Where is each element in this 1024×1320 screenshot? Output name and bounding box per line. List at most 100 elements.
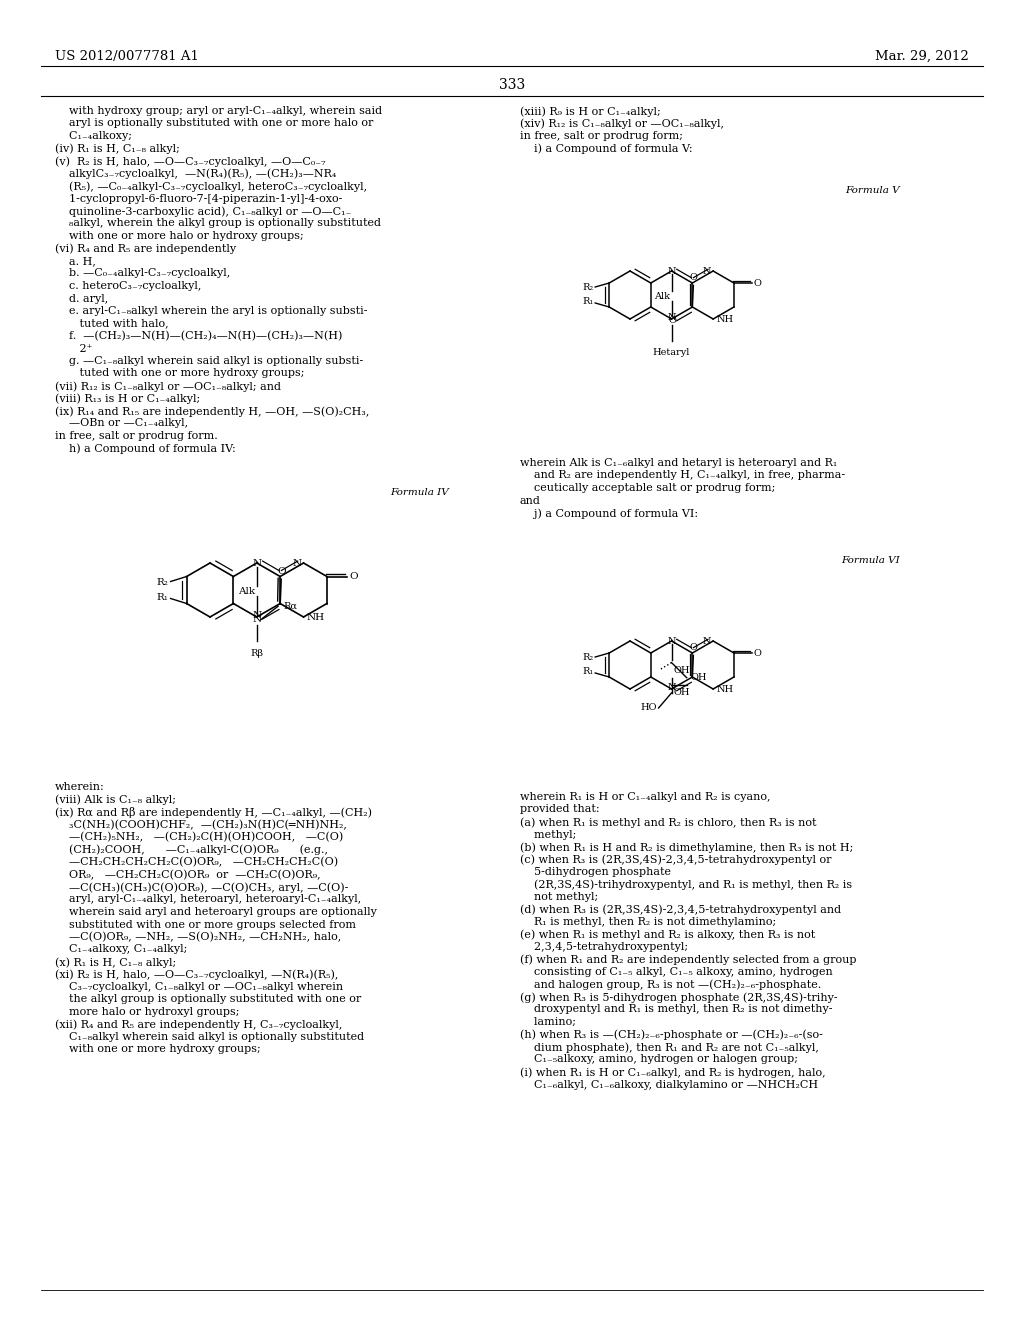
Text: (f) when R₁ and R₂ are independently selected from a group: (f) when R₁ and R₂ are independently sel…	[520, 954, 856, 965]
Text: more halo or hydroxyl groups;: more halo or hydroxyl groups;	[55, 1007, 240, 1016]
Text: N: N	[668, 314, 676, 322]
Text: (v)  R₂ is H, halo, —O—C₃₋₇cycloalkyl, —O—C₀₋₇: (v) R₂ is H, halo, —O—C₃₋₇cycloalkyl, —O…	[55, 156, 326, 166]
Text: 333: 333	[499, 78, 525, 92]
Text: (g) when R₃ is 5-dihydrogen phosphate (2R,3S,4S)-trihy-: (g) when R₃ is 5-dihydrogen phosphate (2…	[520, 993, 838, 1003]
Text: (vii) R₁₂ is C₁₋₈alkyl or —OC₁₋₈alkyl; and: (vii) R₁₂ is C₁₋₈alkyl or —OC₁₋₈alkyl; a…	[55, 381, 281, 392]
Text: N: N	[252, 558, 261, 568]
Text: in free, salt or prodrug form.: in free, salt or prodrug form.	[55, 432, 218, 441]
Text: (xiv) R₁₂ is C₁₋₈alkyl or —OC₁₋₈alkyl,: (xiv) R₁₂ is C₁₋₈alkyl or —OC₁₋₈alkyl,	[520, 119, 724, 129]
Text: O: O	[754, 279, 762, 288]
Text: g. —C₁₋₈alkyl wherein said alkyl is optionally substi-: g. —C₁₋₈alkyl wherein said alkyl is opti…	[55, 356, 364, 366]
Text: O: O	[278, 568, 287, 577]
Text: (x) R₁ is H, C₁₋₈ alkyl;: (x) R₁ is H, C₁₋₈ alkyl;	[55, 957, 176, 968]
Text: 2,3,4,5-tetrahydroxypentyl;: 2,3,4,5-tetrahydroxypentyl;	[520, 942, 688, 952]
Text: C₁₋₅alkoxy, amino, hydrogen or halogen group;: C₁₋₅alkoxy, amino, hydrogen or halogen g…	[520, 1055, 798, 1064]
Text: ₈alkyl, wherein the alkyl group is optionally substituted: ₈alkyl, wherein the alkyl group is optio…	[55, 219, 381, 228]
Text: ₃C(NH₂)(COOH)CHF₂,  —(CH₂)₃N(H)C(═NH)NH₂,: ₃C(NH₂)(COOH)CHF₂, —(CH₂)₃N(H)C(═NH)NH₂,	[55, 820, 347, 830]
Text: (ix) R₁₄ and R₁₅ are independently H, —OH, —S(O)₂CH₃,: (ix) R₁₄ and R₁₅ are independently H, —O…	[55, 407, 370, 417]
Text: lamino;: lamino;	[520, 1016, 575, 1027]
Text: R₂: R₂	[157, 578, 169, 587]
Text: Hetaryl: Hetaryl	[653, 348, 690, 358]
Text: e. aryl-C₁₋₈alkyl wherein the aryl is optionally substi-: e. aryl-C₁₋₈alkyl wherein the aryl is op…	[55, 306, 368, 315]
Text: b. —C₀₋₄alkyl-C₃₋₇cycloalkyl,: b. —C₀₋₄alkyl-C₃₋₇cycloalkyl,	[55, 268, 230, 279]
Text: aryl, aryl-C₁₋₄alkyl, heteroaryl, heteroaryl-C₁₋₄alkyl,: aryl, aryl-C₁₋₄alkyl, heteroaryl, hetero…	[55, 895, 361, 904]
Text: C₁₋₄alkoxy, C₁₋₄alkyl;: C₁₋₄alkoxy, C₁₋₄alkyl;	[55, 945, 187, 954]
Text: Alk: Alk	[238, 587, 255, 595]
Text: O: O	[669, 315, 677, 325]
Text: N: N	[252, 611, 261, 620]
Text: NH: NH	[716, 314, 733, 323]
Text: Formula VI: Formula VI	[842, 556, 900, 565]
Text: wherein:: wherein:	[55, 781, 104, 792]
Text: US 2012/0077781 A1: US 2012/0077781 A1	[55, 50, 199, 63]
Text: R₂: R₂	[582, 653, 593, 663]
Text: (d) when R₃ is (2R,3S,4S)-2,3,4,5-tetrahydroxypentyl and: (d) when R₃ is (2R,3S,4S)-2,3,4,5-tetrah…	[520, 904, 841, 915]
Text: Formula V: Formula V	[846, 186, 900, 195]
Text: O: O	[349, 572, 357, 581]
Text: tuted with one or more hydroxy groups;: tuted with one or more hydroxy groups;	[55, 368, 304, 379]
Text: N: N	[668, 684, 676, 693]
Text: C₁₋₈alkyl wherein said alkyl is optionally substituted: C₁₋₈alkyl wherein said alkyl is optional…	[55, 1032, 365, 1041]
Text: substituted with one or more groups selected from: substituted with one or more groups sele…	[55, 920, 356, 929]
Text: j) a Compound of formula VI:: j) a Compound of formula VI:	[520, 508, 698, 519]
Text: R₁ is methyl, then R₂ is not dimethylamino;: R₁ is methyl, then R₂ is not dimethylami…	[520, 917, 776, 927]
Text: (b) when R₁ is H and R₂ is dimethylamine, then R₃ is not H;: (b) when R₁ is H and R₂ is dimethylamine…	[520, 842, 853, 853]
Text: (xiii) R₉ is H or C₁₋₄alkyl;: (xiii) R₉ is H or C₁₋₄alkyl;	[520, 106, 660, 116]
Text: (a) when R₁ is methyl and R₂ is chloro, then R₃ is not: (a) when R₁ is methyl and R₂ is chloro, …	[520, 817, 816, 828]
Text: provided that:: provided that:	[520, 804, 600, 814]
Text: methyl;: methyl;	[520, 829, 577, 840]
Text: ceutically acceptable salt or prodrug form;: ceutically acceptable salt or prodrug fo…	[520, 483, 775, 492]
Text: (h) when R₃ is —(CH₂)₂₋₆-phosphate or —(CH₂)₂₋₆-(so-: (h) when R₃ is —(CH₂)₂₋₆-phosphate or —(…	[520, 1030, 823, 1040]
Text: 5-dihydrogen phosphate: 5-dihydrogen phosphate	[520, 867, 671, 876]
Text: Alk: Alk	[653, 292, 670, 301]
Text: —OBn or —C₁₋₄alkyl,: —OBn or —C₁₋₄alkyl,	[55, 418, 188, 429]
Text: R₁: R₁	[582, 668, 593, 676]
Text: NH: NH	[716, 685, 733, 693]
Text: i) a Compound of formula V:: i) a Compound of formula V:	[520, 144, 692, 154]
Text: wherein said aryl and heteroaryl groups are optionally: wherein said aryl and heteroaryl groups …	[55, 907, 377, 917]
Text: N: N	[668, 636, 676, 645]
Text: —C(O)OR₉, —NH₂, —S(O)₂NH₂, —CH₂NH₂, halo,: —C(O)OR₉, —NH₂, —S(O)₂NH₂, —CH₂NH₂, halo…	[55, 932, 341, 942]
Text: C₁₋₆alkyl, C₁₋₆alkoxy, dialkylamino or —NHCH₂CH: C₁₋₆alkyl, C₁₋₆alkoxy, dialkylamino or —…	[520, 1080, 818, 1089]
Text: the alkyl group is optionally substituted with one or: the alkyl group is optionally substitute…	[55, 994, 361, 1005]
Text: 1-cyclopropyl-6-fluoro-7-[4-piperazin-1-yl]-4-oxo-: 1-cyclopropyl-6-fluoro-7-[4-piperazin-1-…	[55, 194, 342, 203]
Text: consisting of C₁₋₅ alkyl, C₁₋₅ alkoxy, amino, hydrogen: consisting of C₁₋₅ alkyl, C₁₋₅ alkoxy, a…	[520, 968, 833, 977]
Text: (ix) Rα and Rβ are independently H, —C₁₋₄alkyl, —(CH₂): (ix) Rα and Rβ are independently H, —C₁₋…	[55, 807, 372, 818]
Text: N: N	[702, 636, 711, 645]
Text: (e) when R₁ is methyl and R₂ is alkoxy, then R₃ is not: (e) when R₁ is methyl and R₂ is alkoxy, …	[520, 929, 815, 940]
Text: Mar. 29, 2012: Mar. 29, 2012	[876, 50, 969, 63]
Text: R₁: R₁	[582, 297, 593, 306]
Text: in free, salt or prodrug form;: in free, salt or prodrug form;	[520, 131, 683, 141]
Text: HO: HO	[640, 704, 656, 713]
Text: N: N	[293, 558, 301, 568]
Text: OH: OH	[674, 665, 690, 675]
Text: O: O	[689, 643, 697, 652]
Text: NH: NH	[306, 612, 325, 622]
Text: 2⁺: 2⁺	[55, 343, 92, 354]
Text: N: N	[702, 267, 711, 276]
Text: R₂: R₂	[582, 284, 593, 293]
Text: (2R,3S,4S)-trihydroxypentyl, and R₁ is methyl, then R₂ is: (2R,3S,4S)-trihydroxypentyl, and R₁ is m…	[520, 879, 852, 890]
Text: OR₉,   —CH₂CH₂C(O)OR₉  or  —CH₂C(O)OR₉,: OR₉, —CH₂CH₂C(O)OR₉ or —CH₂C(O)OR₉,	[55, 870, 321, 880]
Text: OH: OH	[691, 673, 708, 682]
Text: a. H,: a. H,	[55, 256, 96, 267]
Text: N: N	[668, 267, 676, 276]
Text: (xii) R₄ and R₅ are independently H, C₃₋₇cycloalkyl,: (xii) R₄ and R₅ are independently H, C₃₋…	[55, 1019, 342, 1030]
Text: with hydroxy group; aryl or aryl-C₁₋₄alkyl, wherein said: with hydroxy group; aryl or aryl-C₁₋₄alk…	[55, 106, 382, 116]
Text: and halogen group, R₃ is not —(CH₂)₂₋₆-phosphate.: and halogen group, R₃ is not —(CH₂)₂₋₆-p…	[520, 979, 821, 990]
Text: (vi) R₄ and R₅ are independently: (vi) R₄ and R₅ are independently	[55, 243, 237, 253]
Text: Rβ: Rβ	[250, 649, 263, 659]
Text: alkylC₃₋₇cycloalkyl,  —N(R₄)(R₅), —(CH₂)₃—NR₄: alkylC₃₋₇cycloalkyl, —N(R₄)(R₅), —(CH₂)₃…	[55, 169, 336, 180]
Text: and R₂ are independently H, C₁₋₄alkyl, in free, pharma-: and R₂ are independently H, C₁₋₄alkyl, i…	[520, 470, 845, 480]
Text: (iv) R₁ is H, C₁₋₈ alkyl;: (iv) R₁ is H, C₁₋₈ alkyl;	[55, 144, 180, 154]
Text: droxypentyl and R₁ is methyl, then R₂ is not dimethy-: droxypentyl and R₁ is methyl, then R₂ is…	[520, 1005, 833, 1015]
Text: h) a Compound of formula IV:: h) a Compound of formula IV:	[55, 444, 236, 454]
Text: O: O	[754, 648, 762, 657]
Text: (i) when R₁ is H or C₁₋₆alkyl, and R₂ is hydrogen, halo,: (i) when R₁ is H or C₁₋₆alkyl, and R₂ is…	[520, 1067, 825, 1077]
Text: (xi) R₂ is H, halo, —O—C₃₋₇cycloalkyl, —N(R₄)(R₅),: (xi) R₂ is H, halo, —O—C₃₋₇cycloalkyl, —…	[55, 969, 338, 979]
Text: and: and	[520, 495, 541, 506]
Text: tuted with halo,: tuted with halo,	[55, 318, 169, 329]
Text: N: N	[252, 615, 261, 624]
Text: aryl is optionally substituted with one or more halo or: aryl is optionally substituted with one …	[55, 119, 374, 128]
Text: O: O	[689, 273, 697, 282]
